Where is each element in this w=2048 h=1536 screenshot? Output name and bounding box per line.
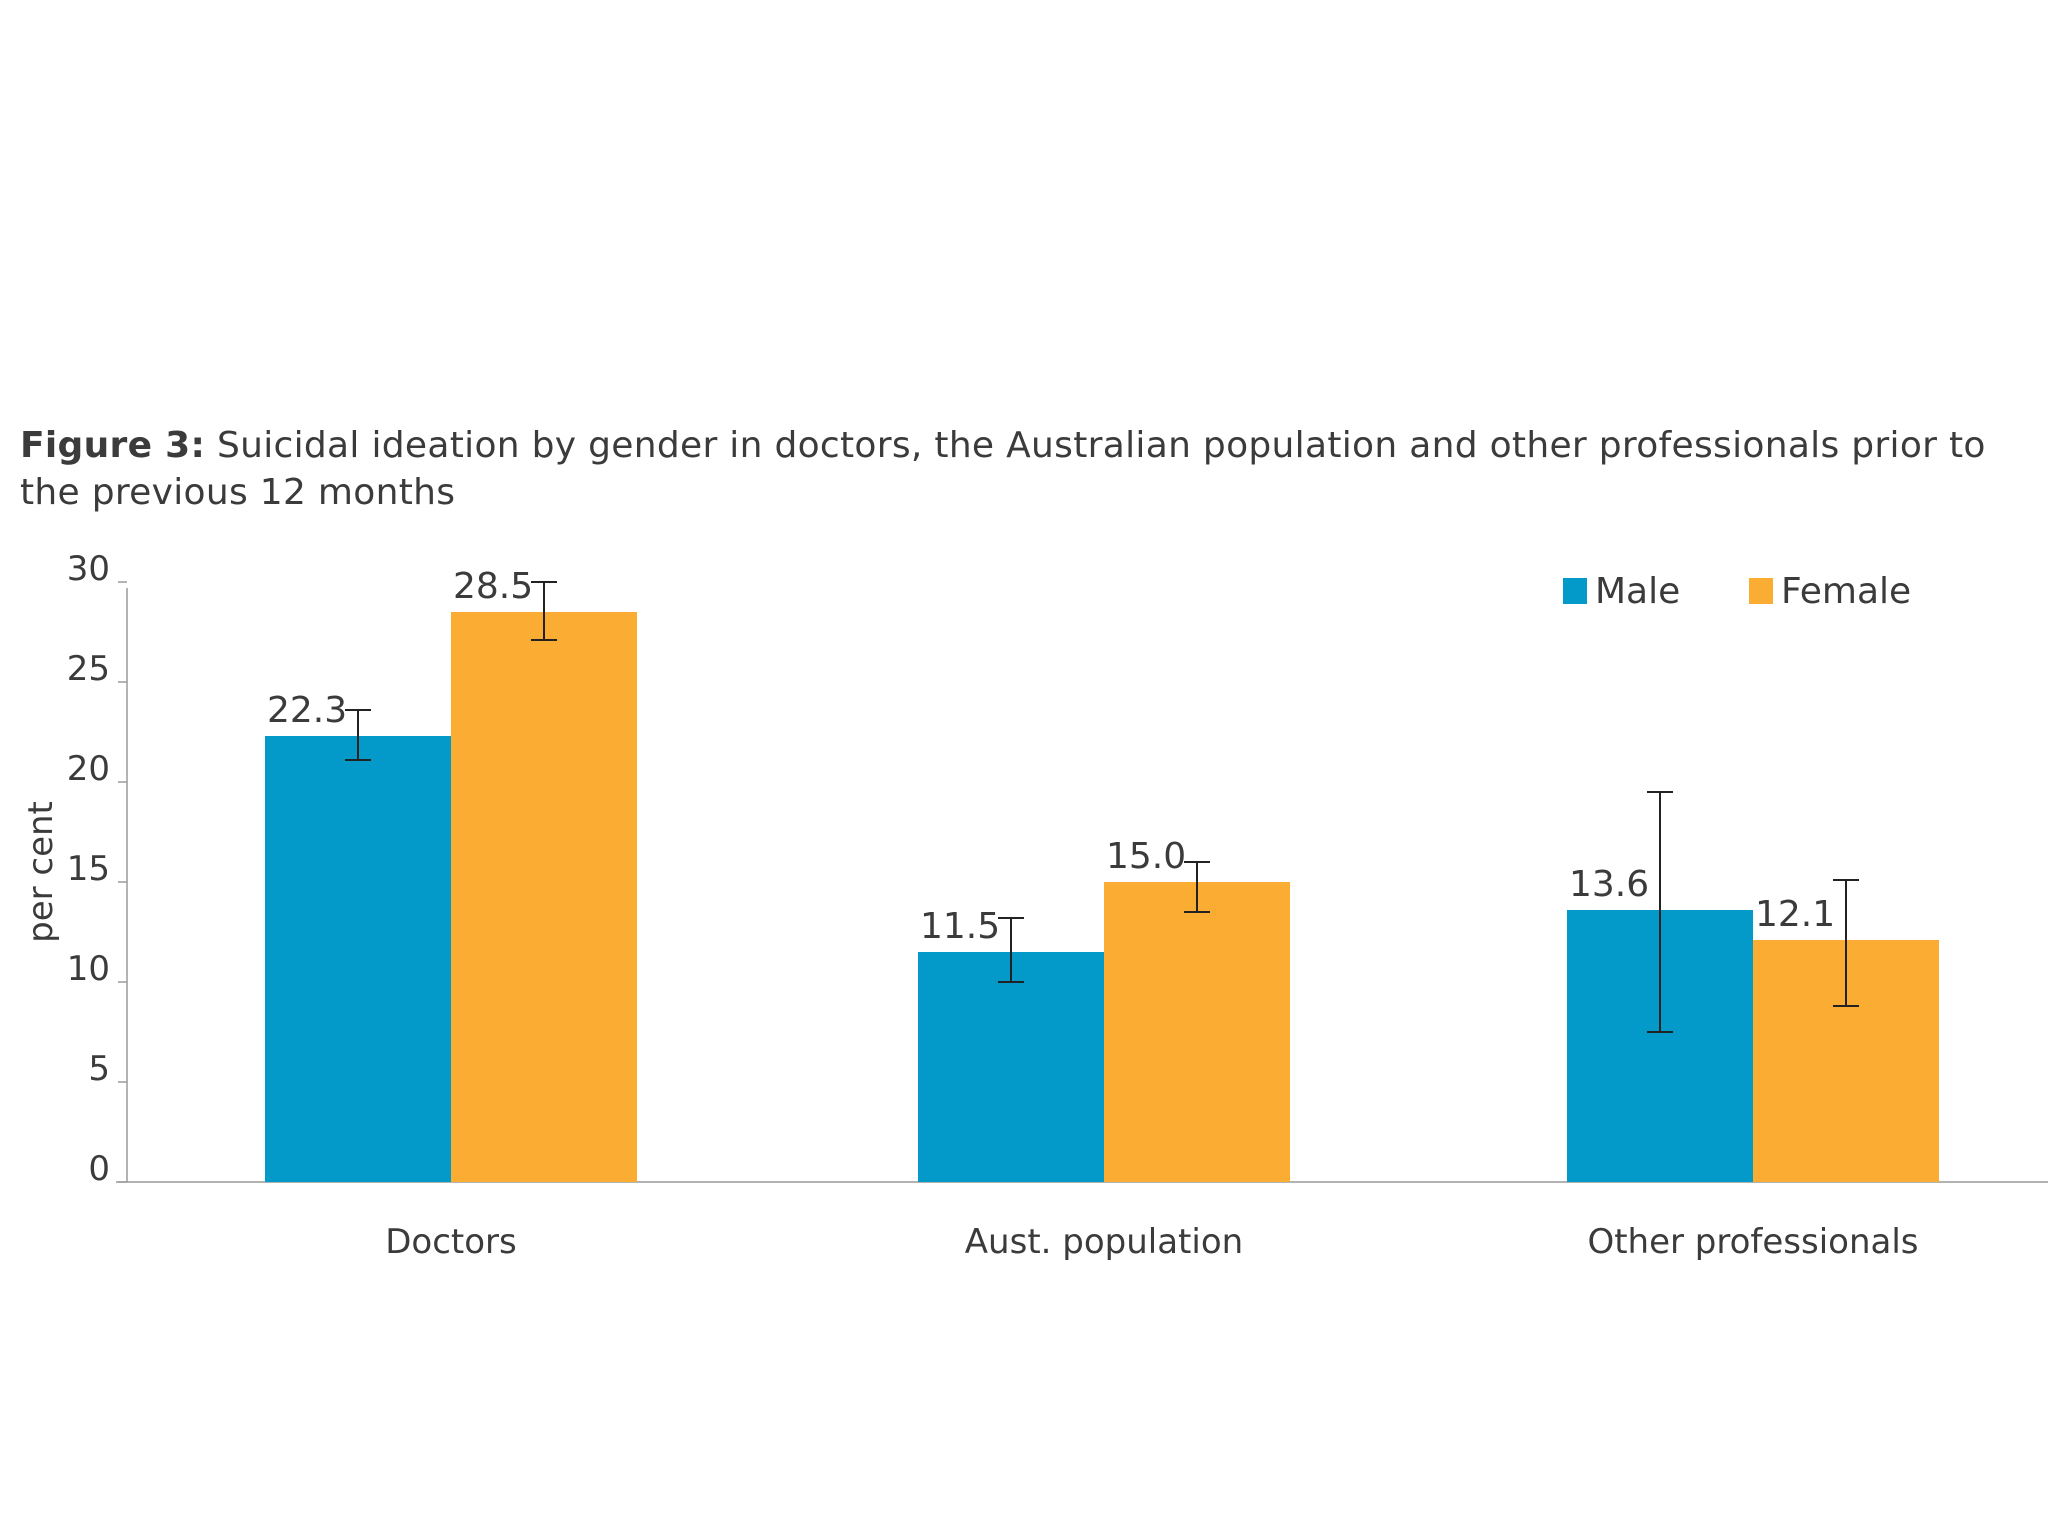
data-label-female-other-professionals: 12.1 (1755, 894, 1835, 935)
legend-swatch-male (1563, 578, 1587, 604)
y-tick-label: 20 (67, 749, 110, 789)
data-label-female-aust-population: 15.0 (1106, 836, 1186, 877)
category-label-doctors: Doctors (385, 1222, 517, 1262)
legend-swatch-female (1749, 578, 1773, 604)
y-tick-label: 15 (67, 849, 110, 889)
y-tick-label: 25 (67, 649, 110, 689)
bar-male-aust-population (918, 952, 1104, 1182)
data-label-female-doctors: 28.5 (453, 566, 533, 607)
data-label-male-other-professionals: 13.6 (1569, 864, 1649, 905)
legend-label-female: Female (1781, 571, 1911, 612)
category-label-aust-population: Aust. population (965, 1222, 1243, 1262)
y-tick-label: 0 (88, 1149, 110, 1189)
bar-male-doctors (265, 736, 451, 1182)
bar-female-doctors (451, 612, 637, 1182)
bar-female-aust-population (1104, 882, 1290, 1182)
figure-label: Figure 3: (20, 425, 206, 466)
legend: Male Female (1563, 571, 1911, 612)
bars (265, 612, 1939, 1182)
data-label-male-doctors: 22.3 (267, 690, 347, 731)
legend-label-male: Male (1595, 571, 1680, 612)
data-label-male-aust-population: 11.5 (920, 906, 1000, 947)
category-label-other-professionals: Other professionals (1587, 1222, 1918, 1262)
y-tick-label: 10 (67, 949, 110, 989)
y-axis-label: per cent (21, 801, 61, 943)
data-labels: 22.3 11.5 13.6 28.5 15.0 12.1 (267, 566, 1835, 947)
error-bars (345, 581, 1859, 1033)
y-tick-label: 30 (67, 549, 110, 589)
figure-caption: Figure 3: Suicidal ideation by gender in… (20, 422, 2030, 516)
y-tick-label: 5 (88, 1049, 110, 1089)
figure-caption-text: Suicidal ideation by gender in doctors, … (20, 425, 1986, 513)
